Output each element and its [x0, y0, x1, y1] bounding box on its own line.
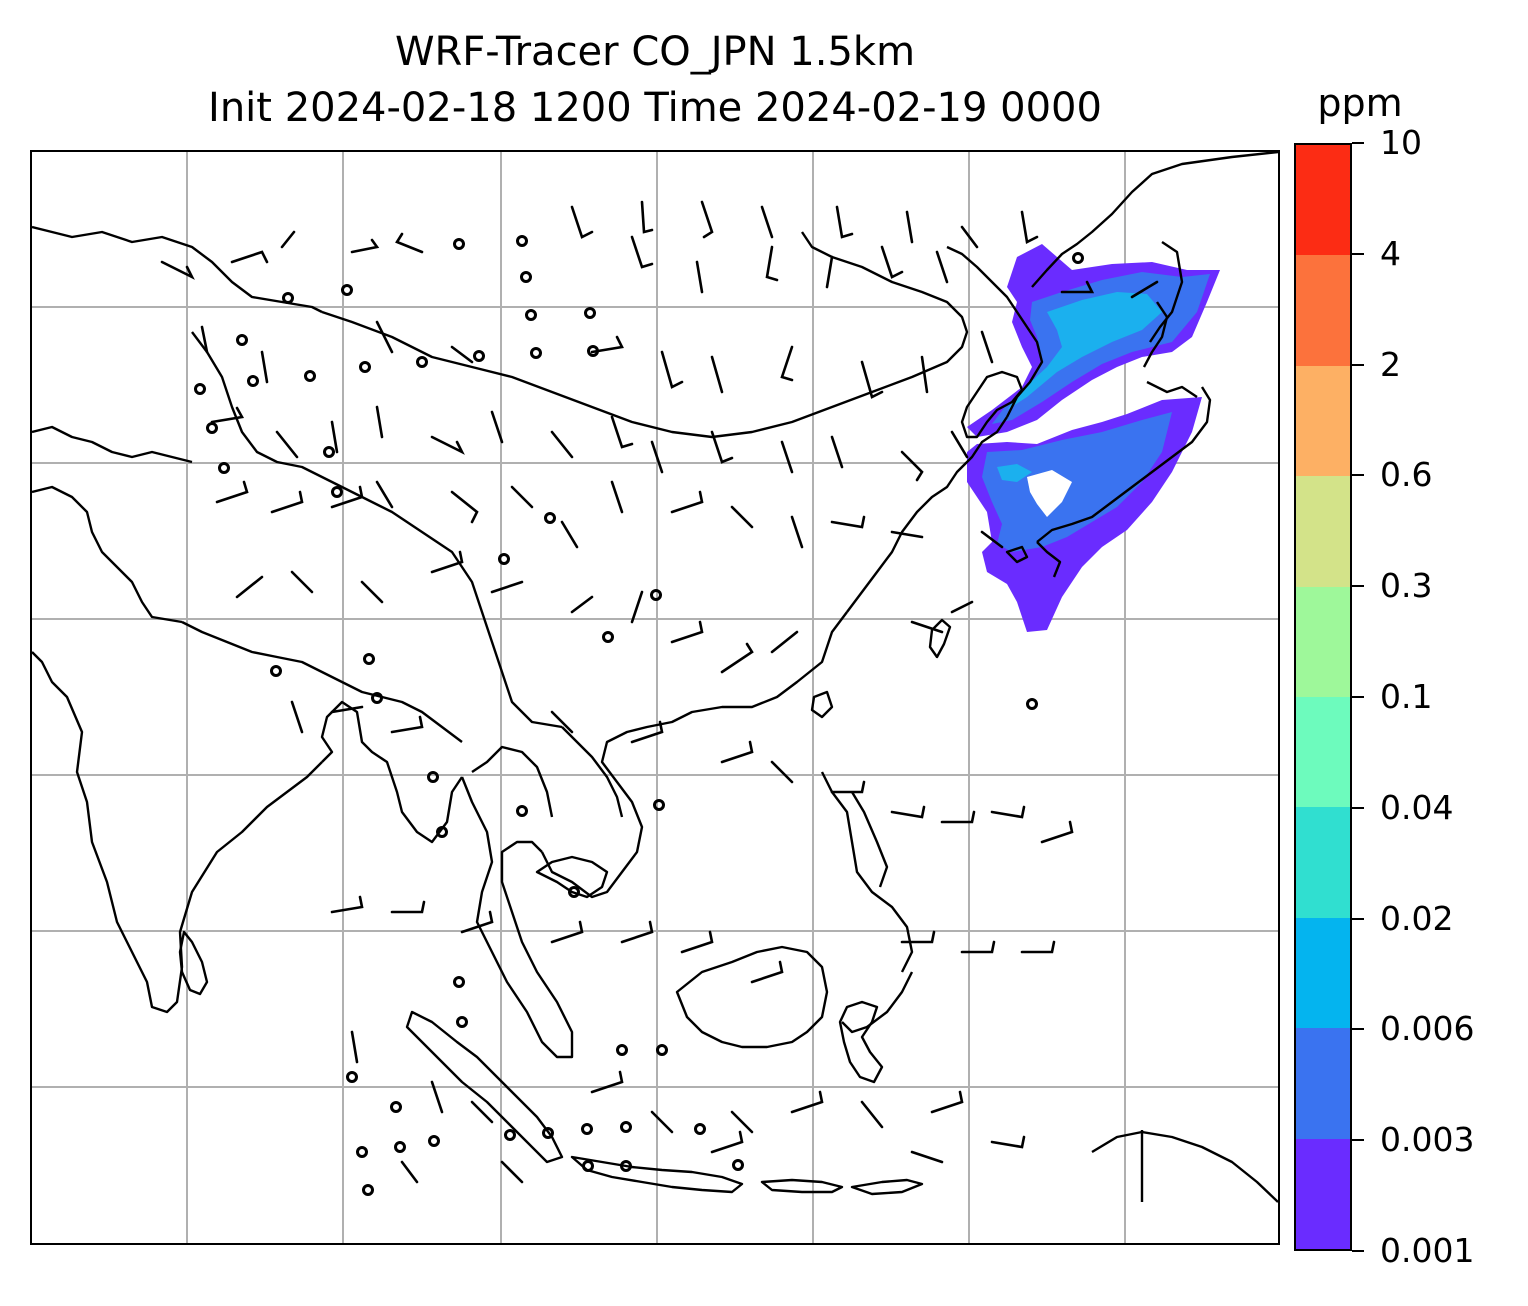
plume-south-core: [997, 464, 1032, 482]
colorbar-tick-label: 10: [1380, 123, 1422, 162]
colorbar-tick-mark: [1352, 474, 1364, 477]
map-panel: [30, 150, 1280, 1245]
colorbar-segment: [1296, 1138, 1350, 1249]
colorbar-tick-label: 0.04: [1380, 787, 1454, 827]
plume-north-core: [1007, 292, 1162, 410]
colorbar-segment: [1296, 1028, 1350, 1139]
tracer-plume: [967, 244, 1220, 632]
plume-south-gap: [1027, 470, 1072, 517]
colorbar-tick-mark: [1352, 696, 1364, 698]
colorbar-tick-mark: [1352, 806, 1364, 809]
plume-south-mid: [982, 412, 1172, 552]
colorbar-tick-label: 2: [1380, 344, 1401, 384]
wind-barbs: [160, 200, 1159, 1184]
colorbar-segment: [1296, 586, 1350, 697]
colorbar-segment: [1296, 476, 1350, 587]
colorbar: [1294, 143, 1352, 1251]
colorbar-tick-mark: [1352, 1139, 1364, 1142]
map-title-line-2: Init 2024-02-18 1200 Time 2024-02-19 000…: [208, 85, 1102, 131]
colorbar-segment: [1296, 807, 1350, 918]
colorbar-tick-mark: [1352, 252, 1364, 255]
map-canvas: [32, 152, 1278, 1243]
map-title-line-1: WRF-Tracer CO_JPN 1.5km: [394, 29, 916, 75]
colorbar-segment: [1296, 144, 1350, 256]
colorbar-segment: [1296, 365, 1350, 477]
colorbar-tick-mark: [1352, 585, 1364, 588]
coastlines: [32, 152, 1278, 1203]
colorbar-tick-label: 4: [1380, 233, 1401, 273]
colorbar-unit-label: ppm: [1317, 81, 1403, 125]
colorbar-tick-label: 0.006: [1380, 1009, 1475, 1049]
colorbar-tick-mark: [1352, 363, 1364, 366]
colorbar-tick-label: 0.001: [1380, 1231, 1475, 1270]
colorbar-tick-label: 0.02: [1380, 898, 1454, 938]
colorbar-tick-label: 0.6: [1380, 455, 1433, 495]
colorbar-tick-mark: [1352, 917, 1364, 920]
colorbar-tick-mark: [1352, 142, 1364, 144]
colorbar-segment: [1296, 696, 1350, 808]
colorbar-segment: [1296, 255, 1350, 366]
colorbar-segment: [1296, 917, 1350, 1029]
colorbar-tick-mark: [1352, 1028, 1364, 1031]
colorbar-tick-mark: [1352, 1250, 1364, 1252]
calm-wind-markers: [194, 235, 1084, 1196]
colorbar-tick-label: 0.1: [1380, 677, 1433, 716]
colorbar-tick-label: 0.003: [1380, 1120, 1475, 1160]
colorbar-tick-label: 0.3: [1380, 566, 1433, 606]
